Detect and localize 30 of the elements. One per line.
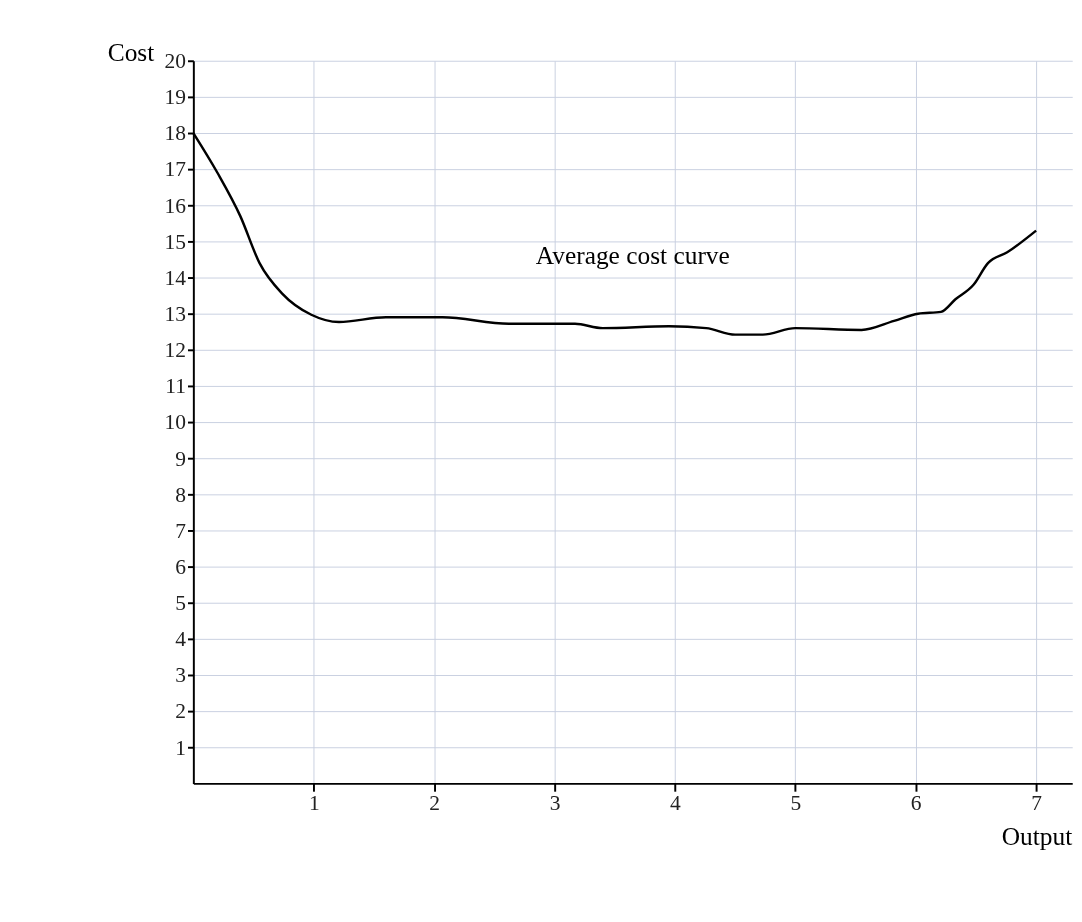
annotation: Average cost curve xyxy=(535,240,730,269)
y-tick-label: 12 xyxy=(164,338,187,363)
y-tick-label: 8 xyxy=(175,482,187,507)
y-tick-label: 1 xyxy=(175,735,187,760)
x-tick-label: 1 xyxy=(308,791,320,816)
y-tick-label: 10 xyxy=(164,410,187,435)
y-tick-label: 17 xyxy=(164,157,187,182)
y-tick-label: 7 xyxy=(175,518,187,543)
y-tick-label: 2 xyxy=(175,699,187,724)
y-tick-label: 20 xyxy=(164,49,187,74)
x-tick-label: 3 xyxy=(549,791,561,816)
y-tick-label: 5 xyxy=(175,591,187,616)
x-tick-label: 6 xyxy=(910,791,922,816)
y-tick-label: 4 xyxy=(175,627,187,652)
x-tick-label: 4 xyxy=(670,791,682,816)
y-tick-label: 15 xyxy=(164,229,187,254)
y-tick-label: 16 xyxy=(164,193,187,218)
y-tick-label: 18 xyxy=(164,121,187,146)
y-tick-label: 13 xyxy=(164,302,187,327)
x-axis-title: Output xyxy=(1001,821,1073,850)
x-tick-label: 7 xyxy=(1031,791,1043,816)
y-tick-label: 9 xyxy=(175,446,187,471)
x-tick-label: 5 xyxy=(790,791,802,816)
y-tick-label: 19 xyxy=(164,85,187,110)
y-axis-title: Cost xyxy=(107,37,155,66)
y-tick-label: 14 xyxy=(164,265,187,290)
x-tick-label: 2 xyxy=(429,791,440,816)
y-tick-label: 11 xyxy=(165,374,187,399)
y-tick-label: 6 xyxy=(175,554,187,579)
y-tick-label: 3 xyxy=(175,663,187,688)
